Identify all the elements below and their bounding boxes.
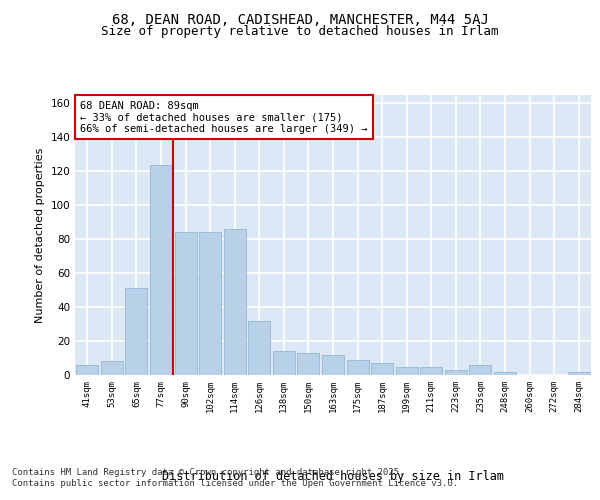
Bar	[76, 365, 98, 375]
Bar	[322, 354, 344, 375]
Bar	[371, 363, 393, 375]
Bar	[469, 365, 491, 375]
Bar	[199, 232, 221, 375]
X-axis label: Distribution of detached houses by size in Irlam: Distribution of detached houses by size …	[162, 470, 504, 484]
Text: Size of property relative to detached houses in Irlam: Size of property relative to detached ho…	[101, 25, 499, 38]
Bar	[248, 320, 271, 375]
Bar	[298, 353, 319, 375]
Bar	[445, 370, 467, 375]
Text: Contains HM Land Registry data © Crown copyright and database right 2025.
Contai: Contains HM Land Registry data © Crown c…	[12, 468, 458, 487]
Text: 68 DEAN ROAD: 89sqm
← 33% of detached houses are smaller (175)
66% of semi-detac: 68 DEAN ROAD: 89sqm ← 33% of detached ho…	[80, 100, 368, 134]
Bar	[395, 366, 418, 375]
Bar	[494, 372, 516, 375]
Bar	[175, 232, 197, 375]
Bar	[420, 366, 442, 375]
Text: 68, DEAN ROAD, CADISHEAD, MANCHESTER, M44 5AJ: 68, DEAN ROAD, CADISHEAD, MANCHESTER, M4…	[112, 12, 488, 26]
Bar	[224, 229, 246, 375]
Y-axis label: Number of detached properties: Number of detached properties	[35, 148, 45, 322]
Bar	[125, 288, 148, 375]
Bar	[347, 360, 368, 375]
Bar	[150, 164, 172, 375]
Bar	[273, 351, 295, 375]
Bar	[101, 362, 123, 375]
Bar	[568, 372, 590, 375]
